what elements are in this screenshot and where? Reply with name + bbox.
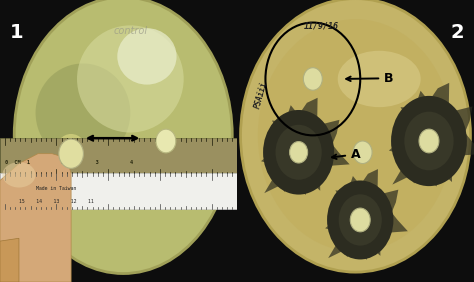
Circle shape [303, 68, 322, 90]
Circle shape [275, 125, 322, 180]
Circle shape [55, 134, 88, 173]
Circle shape [419, 129, 439, 153]
Ellipse shape [337, 51, 420, 107]
Text: 1: 1 [9, 23, 23, 41]
Polygon shape [0, 238, 19, 282]
Polygon shape [389, 83, 474, 186]
Text: PSAiii: PSAiii [254, 80, 269, 109]
Polygon shape [325, 169, 408, 260]
Text: B: B [346, 72, 393, 85]
Ellipse shape [77, 25, 184, 133]
Text: 2: 2 [450, 23, 464, 41]
Circle shape [353, 141, 372, 164]
Ellipse shape [2, 162, 36, 188]
Circle shape [327, 180, 393, 259]
Polygon shape [261, 98, 350, 195]
Ellipse shape [240, 0, 470, 272]
Ellipse shape [117, 28, 176, 85]
Circle shape [391, 96, 467, 186]
Ellipse shape [14, 0, 232, 274]
Ellipse shape [258, 19, 453, 252]
Text: 0  CM  1          2          3          4: 0 CM 1 2 3 4 [5, 160, 133, 165]
Ellipse shape [36, 63, 130, 162]
Circle shape [156, 129, 176, 153]
Circle shape [338, 194, 382, 246]
Circle shape [59, 139, 83, 168]
Circle shape [290, 142, 308, 163]
Circle shape [404, 112, 454, 170]
Polygon shape [0, 154, 71, 282]
Text: 11/9/16: 11/9/16 [303, 21, 338, 30]
Text: A: A [332, 148, 360, 161]
Circle shape [263, 110, 334, 195]
Text: control: control [113, 26, 147, 36]
Bar [0, 173, 237, 209]
Bar [0, 138, 237, 173]
Text: Made in Taiwan: Made in Taiwan [36, 186, 76, 191]
Text: 15    14    13    12    11: 15 14 13 12 11 [19, 199, 94, 204]
Circle shape [350, 208, 370, 232]
